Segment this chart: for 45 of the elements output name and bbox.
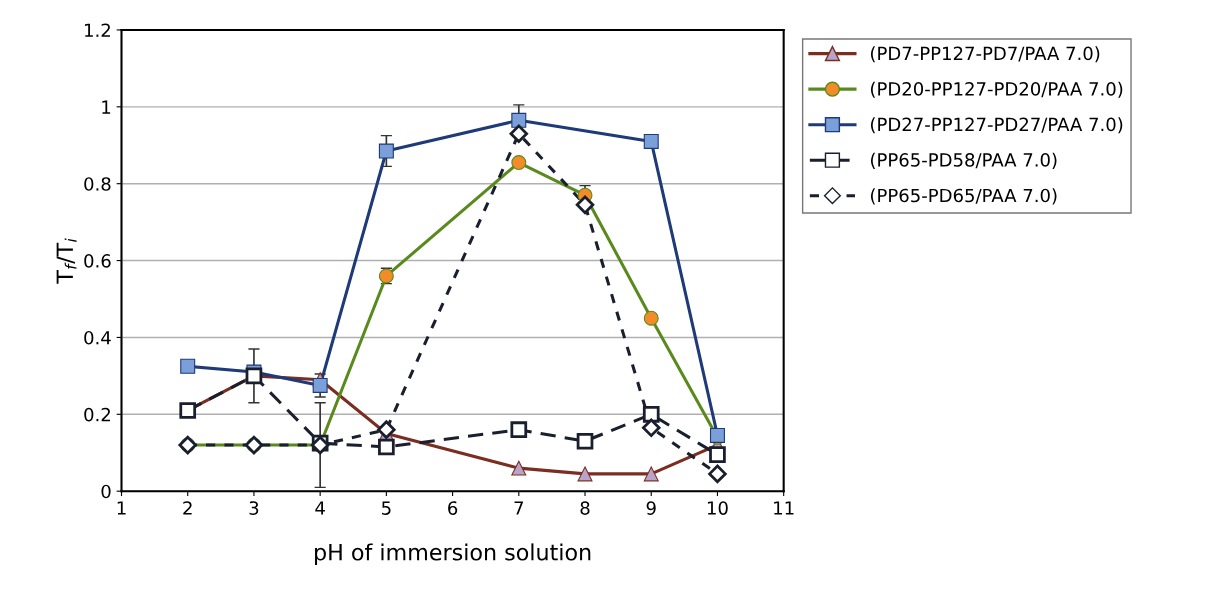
legend-label: (PD7-PP127-PD7/PAA 7.0)	[870, 46, 1100, 63]
x-tick-label: 4	[315, 501, 325, 515]
y-tick-label: 1	[102, 100, 111, 114]
x-tick-label: 10	[707, 501, 728, 515]
point	[510, 421, 528, 439]
legend-label: (PD27-PP127-PD27/PAA 7.0)	[870, 117, 1123, 134]
legend-label: (PD20-PP127-PD20/PAA 7.0)	[870, 81, 1123, 98]
point	[642, 405, 660, 423]
x-tick-label: 7	[514, 501, 524, 515]
point	[643, 310, 659, 326]
point	[511, 155, 527, 171]
x-axis-title: pH of immersion solution	[315, 543, 591, 565]
point	[377, 420, 396, 439]
point	[643, 466, 659, 482]
point	[378, 143, 394, 159]
y-tick-label: 0.4	[84, 330, 111, 345]
y-tick-label: 0	[101, 484, 111, 499]
point	[180, 358, 196, 374]
point	[709, 446, 726, 463]
y-tick-label: 0.8	[84, 177, 111, 191]
x-tick-label: 5	[382, 501, 391, 515]
point	[575, 195, 595, 215]
x-tick-label: 9	[646, 501, 656, 515]
y-tick-label: 1.2	[85, 23, 110, 37]
x-tick-label: 6	[448, 501, 458, 515]
y-tick-label: 0.6	[84, 254, 111, 268]
point	[511, 112, 527, 128]
legend-label: (PP65-PD58/PAA 7.0)	[870, 152, 1057, 169]
x-tick-label: 2	[183, 501, 192, 515]
y-tick-label: 0.2	[84, 407, 110, 422]
x-tick-label: 3	[249, 501, 259, 515]
point	[643, 133, 659, 149]
x-tick-label: 11	[774, 501, 794, 515]
point	[312, 377, 328, 393]
legend-label: (PP65-PD65/PAA 7.0)	[870, 188, 1057, 205]
y-axis-title: T$_{f}$/T$_{i}$	[56, 238, 77, 284]
x-tick-label: 8	[580, 501, 590, 515]
point	[641, 418, 661, 438]
x-tick-label: 1	[117, 501, 126, 515]
point	[577, 466, 593, 482]
point	[378, 438, 395, 456]
point	[576, 432, 594, 450]
point	[708, 464, 727, 484]
point	[511, 460, 527, 476]
point	[509, 124, 529, 143]
